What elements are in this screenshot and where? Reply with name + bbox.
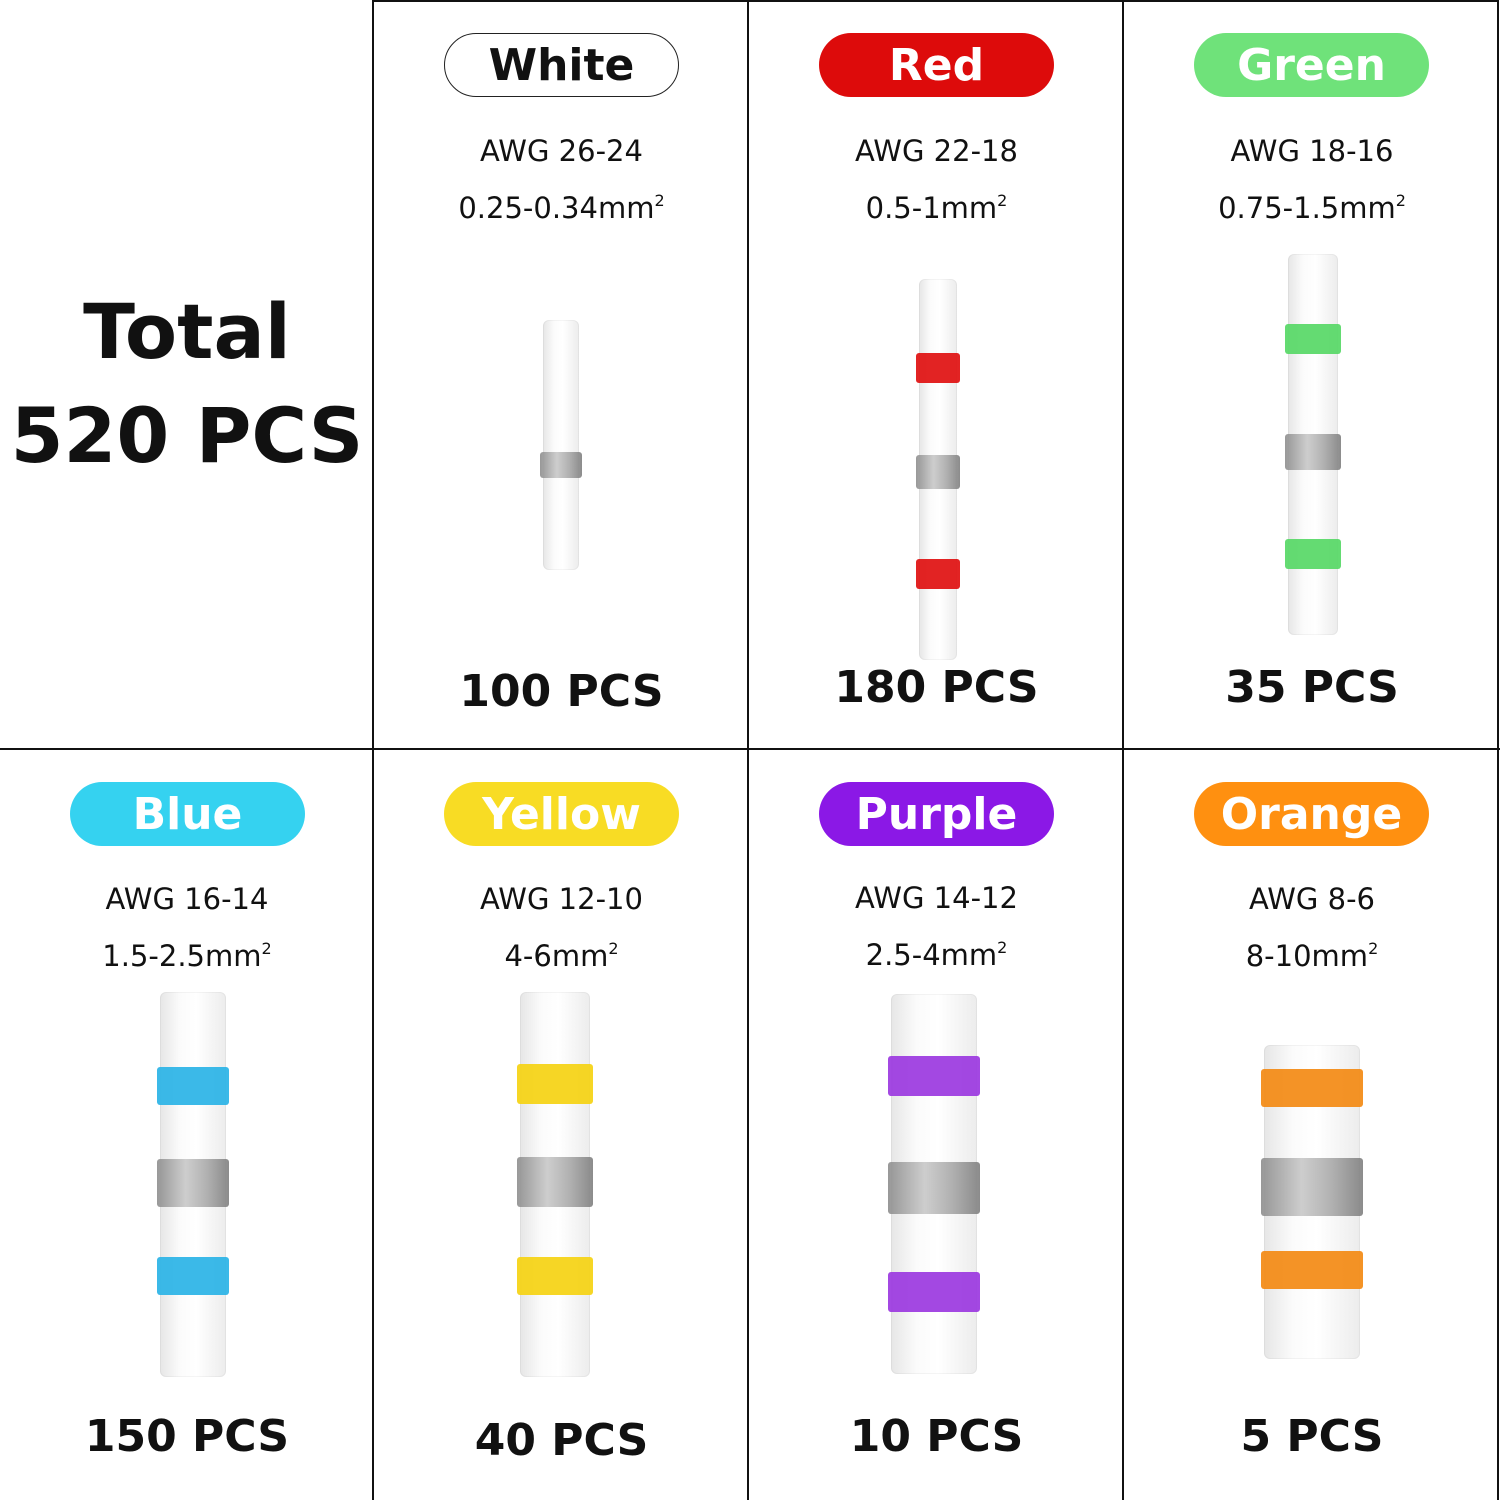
cross-section: 2.5-4mm2	[865, 938, 1008, 972]
awg-range: AWG 8-6	[1249, 882, 1375, 916]
item-cell-white: White AWG 26-24 0.25-0.34mm2 100 PCS	[374, 0, 749, 749]
solder-ring	[1285, 434, 1341, 470]
column-divider	[1122, 0, 1124, 1500]
awg-range: AWG 22-18	[855, 134, 1018, 168]
seal-ring-top	[517, 1064, 593, 1104]
awg-range: AWG 16-14	[105, 882, 269, 916]
item-cell-red: Red AWG 22-18 0.5-1mm2 180 PCS	[749, 0, 1124, 749]
piece-count: 35 PCS	[1225, 662, 1399, 713]
piece-count: 180 PCS	[834, 662, 1039, 713]
total-cell: Total 520 PCS	[0, 0, 374, 749]
total-label: Total 520 PCS	[0, 280, 374, 488]
connector-tube-image	[517, 992, 593, 1377]
connector-tube-image	[1261, 1045, 1363, 1359]
connector-tube-image	[888, 994, 980, 1374]
solder-ring	[157, 1159, 229, 1207]
item-cell-green: Green AWG 18-16 0.75-1.5mm2 35 PCS	[1124, 0, 1500, 749]
solder-ring	[916, 455, 960, 489]
seal-ring-bottom	[1261, 1251, 1363, 1289]
seal-ring-bottom	[916, 559, 960, 589]
seal-ring-top	[916, 353, 960, 383]
piece-count: 10 PCS	[849, 1411, 1024, 1462]
color-badge-white: White	[444, 33, 679, 97]
seal-ring-bottom	[157, 1257, 229, 1295]
row-divider	[0, 748, 1500, 750]
seal-ring-top	[1285, 324, 1341, 354]
connector-tube-image	[1285, 254, 1341, 635]
cross-section: 0.5-1mm2	[865, 191, 1008, 225]
total-count: 520 PCS	[10, 391, 364, 480]
item-cell-purple: Purple AWG 14-12 2.5-4mm2 10 PCS	[749, 749, 1124, 1500]
piece-count: 40 PCS	[474, 1415, 649, 1466]
connector-tube-image	[916, 279, 960, 660]
awg-range: AWG 26-24	[480, 134, 643, 168]
total-title: Total	[83, 287, 291, 376]
item-cell-blue: Blue AWG 16-14 1.5-2.5mm2 150 PCS	[0, 749, 374, 1500]
color-badge-red: Red	[819, 33, 1054, 97]
cross-section: 1.5-2.5mm2	[102, 939, 272, 973]
seal-ring-bottom	[888, 1272, 980, 1312]
seal-ring-bottom	[1285, 539, 1341, 569]
column-divider	[747, 0, 749, 1500]
color-badge-green: Green	[1194, 33, 1429, 97]
seal-ring-top	[888, 1056, 980, 1096]
top-border	[372, 0, 1499, 2]
color-badge-yellow: Yellow	[444, 782, 679, 846]
solder-ring	[888, 1162, 980, 1214]
piece-count: 100 PCS	[459, 666, 664, 717]
item-cell-yellow: Yellow AWG 12-10 4-6mm2 40 PCS	[374, 749, 749, 1500]
solder-ring	[540, 452, 582, 478]
seal-ring-bottom	[517, 1257, 593, 1295]
cross-section: 0.75-1.5mm2	[1218, 191, 1406, 225]
cross-section: 4-6mm2	[504, 939, 619, 973]
right-border	[1497, 0, 1499, 1500]
solder-ring	[517, 1157, 593, 1207]
color-badge-orange: Orange	[1194, 782, 1429, 846]
cross-section: 0.25-0.34mm2	[458, 191, 665, 225]
seal-ring-top	[157, 1067, 229, 1105]
connector-tube-image	[540, 320, 582, 570]
connector-tube-image	[157, 992, 229, 1377]
seal-ring-top	[1261, 1069, 1363, 1107]
solder-ring	[1261, 1158, 1363, 1216]
item-cell-orange: Orange AWG 8-6 8-10mm2 5 PCS	[1124, 749, 1500, 1500]
awg-range: AWG 14-12	[855, 881, 1018, 915]
color-badge-blue: Blue	[70, 782, 305, 846]
awg-range: AWG 18-16	[1230, 134, 1394, 168]
piece-count: 150 PCS	[84, 1411, 290, 1462]
color-badge-purple: Purple	[819, 782, 1054, 846]
column-divider	[372, 0, 374, 1500]
cross-section: 8-10mm2	[1245, 939, 1379, 973]
piece-count: 5 PCS	[1240, 1411, 1384, 1462]
awg-range: AWG 12-10	[480, 882, 643, 916]
